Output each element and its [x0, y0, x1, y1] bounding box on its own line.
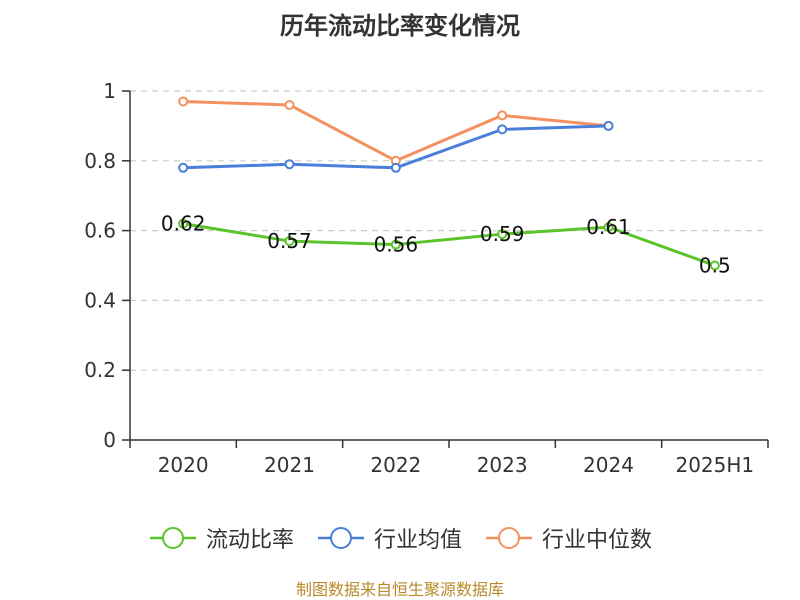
legend-label: 流动比率: [205, 528, 294, 553]
x-tick-label: 2021: [264, 453, 315, 477]
data-point: [497, 110, 508, 121]
x-tick-label: 2020: [158, 453, 209, 477]
series-line-0: [182, 222, 716, 267]
data-labels: 0.62 0.57 0.56 0.59 0.61 0.5: [161, 212, 731, 278]
data-label: 0.5: [699, 254, 731, 278]
data-label: 0.61: [586, 215, 631, 239]
data-point: [284, 99, 295, 110]
legend-label: 行业中位数: [542, 528, 653, 553]
legend-item: 行业中位数: [484, 522, 652, 554]
data-point: [603, 222, 614, 233]
y-tick-label: 1: [103, 79, 116, 103]
line-chart: 0 0.2 0.4 0.6 0.8 1 2020 2021 2022 2023 2024 2025H1…: [84, 79, 769, 477]
legend-marker: [149, 527, 196, 549]
x-tick-label: 2023: [477, 453, 528, 477]
data-point: [497, 124, 508, 135]
data-label: 0.57: [267, 229, 312, 253]
y-tick-label: 0.8: [84, 149, 116, 173]
axes: 0 0.2 0.4 0.6 0.8 1 2020 2021 2022 2023 2024 2025H1: [84, 79, 769, 477]
series-line-2: [183, 99, 609, 163]
legend-item: 流动比率: [148, 522, 294, 554]
grid-lines: [130, 90, 768, 371]
y-tick-label: 0.6: [84, 219, 116, 243]
data-point: [178, 96, 189, 107]
y-tick-label: 0: [103, 428, 116, 452]
x-tick-label: 2022: [370, 453, 421, 477]
data-point: [390, 162, 401, 173]
legend: 流动比率 行业均值 行业中位数: [0, 520, 800, 556]
legend-label: 行业均值: [373, 528, 462, 553]
legend-circle: [329, 527, 352, 549]
y-tick-label: 0.2: [84, 358, 116, 382]
data-point: [284, 159, 295, 170]
data-point: [390, 239, 401, 250]
data-point: [497, 229, 508, 240]
data-label: 0.62: [161, 212, 206, 236]
chart-title: 历年流动比率变化情况: [280, 12, 520, 40]
legend-item: 行业均值: [316, 522, 462, 554]
series-lines: [178, 96, 720, 271]
y-tick-label: 0.4: [84, 288, 116, 312]
x-tick-label: 2024: [583, 453, 634, 477]
legend-circle: [498, 527, 520, 549]
data-label: 0.59: [480, 222, 525, 246]
legend-circle: [161, 527, 184, 549]
data-point: [603, 120, 614, 131]
x-tick-label: 2025H1: [675, 453, 754, 477]
data-point: [178, 218, 189, 229]
legend-marker: [317, 527, 364, 549]
data-point: [178, 162, 189, 173]
source-note: 制图数据来自恒生聚源数据库: [295, 580, 504, 599]
data-label: 0.56: [374, 233, 419, 257]
data-point: [284, 236, 295, 247]
data-point: [709, 260, 720, 271]
legend-marker: [486, 527, 532, 549]
